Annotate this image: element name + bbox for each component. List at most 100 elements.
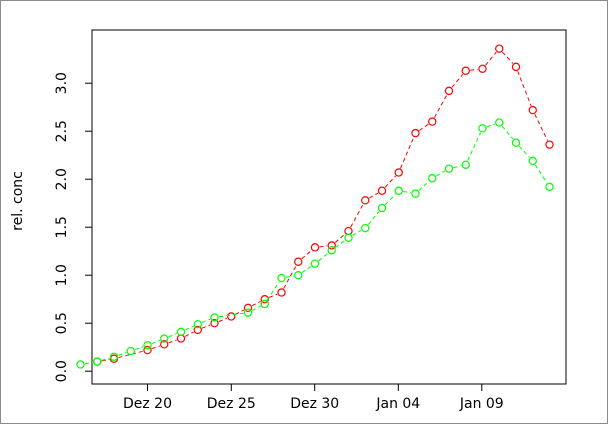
series-2-point [176,327,186,337]
series-1-point [461,66,470,75]
series-2-segment [486,123,496,128]
series-1-segment [118,350,144,359]
series-2-point [260,299,269,309]
series-1-point [160,340,169,349]
series-2-point [361,223,370,233]
series-1-segment [235,309,245,315]
series-2-segment [435,170,446,177]
series-1-point [193,325,202,335]
series-1-segment [534,114,548,141]
series-1-segment [301,249,312,260]
series-1-segment [434,94,448,118]
series-1-segment [501,51,514,64]
series-1-point [495,44,504,53]
series-2-point [160,334,169,343]
series-1-segment [350,204,364,228]
series-1-segment [517,70,532,106]
series-2-point [377,203,387,213]
series-2-point [511,138,521,147]
series-2-point [461,160,470,169]
y-tick-label: 1.0 [54,264,70,286]
series-1-point [478,64,487,74]
series-1-segment [184,331,194,337]
series-2-point [394,186,403,195]
series-2-segment [318,252,329,262]
series-1-point [528,105,537,115]
y-tick-label: 1.5 [54,216,70,238]
series-2-segment [403,191,412,194]
x-axis: Dez 20 Dez 25 Dez 30 Jan 04 Jan 09 [123,383,504,412]
series-2-segment [266,281,280,301]
series-2-segment [501,125,514,140]
series-1-point [545,140,554,149]
x-tick-label: Jan 04 [375,396,420,412]
series-1-point [411,128,420,138]
series-1-segment [400,137,415,169]
y-axis: 0.0 0.5 1.0 1.5 2.0 2.5 3.0 [54,72,93,382]
series-2-point [411,189,420,198]
series-1-point [361,196,370,205]
series-2-segment [467,132,482,161]
series-2-segment [518,145,531,158]
series-1-point [277,288,286,297]
series-2-point [344,233,353,242]
series-2-segment [301,265,312,274]
series-1-point [327,241,336,250]
series-1-point [294,257,303,266]
series-2-point [243,308,253,317]
y-axis-title: rel. conc [10,171,26,231]
series-layer [76,44,554,369]
series-1-segment [368,192,379,199]
series-1-segment [251,300,261,307]
series-2-segment [201,318,211,323]
series-1-point [511,62,521,72]
x-tick-label: Jan 09 [459,396,504,412]
series-1-point [428,117,437,126]
series-1-segment [168,339,177,344]
series-2-segment [418,180,430,191]
series-1-segment [101,359,110,362]
series-2-point [126,346,135,356]
series-2-point [478,124,487,133]
series-2-segment [335,240,346,248]
series-2-segment [285,275,294,278]
series-2-segment [151,339,161,345]
series-1-segment [384,175,397,188]
series-2-segment [367,211,380,225]
series-2-point [444,164,454,173]
y-tick-label: 2.5 [54,120,70,142]
series-1-point [310,243,320,252]
series-2-point [277,273,286,283]
series-2-segment [251,305,261,311]
series-2-segment [118,352,127,356]
series-1-point [227,312,236,321]
series-1-segment [451,73,464,88]
series-2-segment [168,333,177,338]
series-1-segment [419,123,429,131]
series-1-segment [218,317,228,322]
series-2-segment [218,312,244,318]
series-1-segment [268,293,278,298]
series-2-point [528,156,537,166]
series-2-point [210,313,219,322]
series-2-point [193,319,202,329]
x-tick-label: Dez 25 [207,396,256,412]
series-1-segment [334,233,346,243]
y-tick-label: 2.0 [54,168,70,190]
series-1-point [444,86,454,96]
y-tick-label: 3.0 [54,72,70,94]
series-2-point [109,352,119,361]
series-1-segment [151,345,161,350]
series-1-point [394,168,403,177]
series-2-segment [84,361,93,365]
series-1-segment [319,245,328,248]
series-2-point [143,341,152,350]
series-2-segment [134,346,144,351]
series-1-segment [201,324,211,329]
series-1-point [243,303,253,313]
series-2-point [76,360,85,369]
series-1-point [210,319,219,328]
plot-box [91,29,567,385]
series-1-segment [470,68,478,71]
